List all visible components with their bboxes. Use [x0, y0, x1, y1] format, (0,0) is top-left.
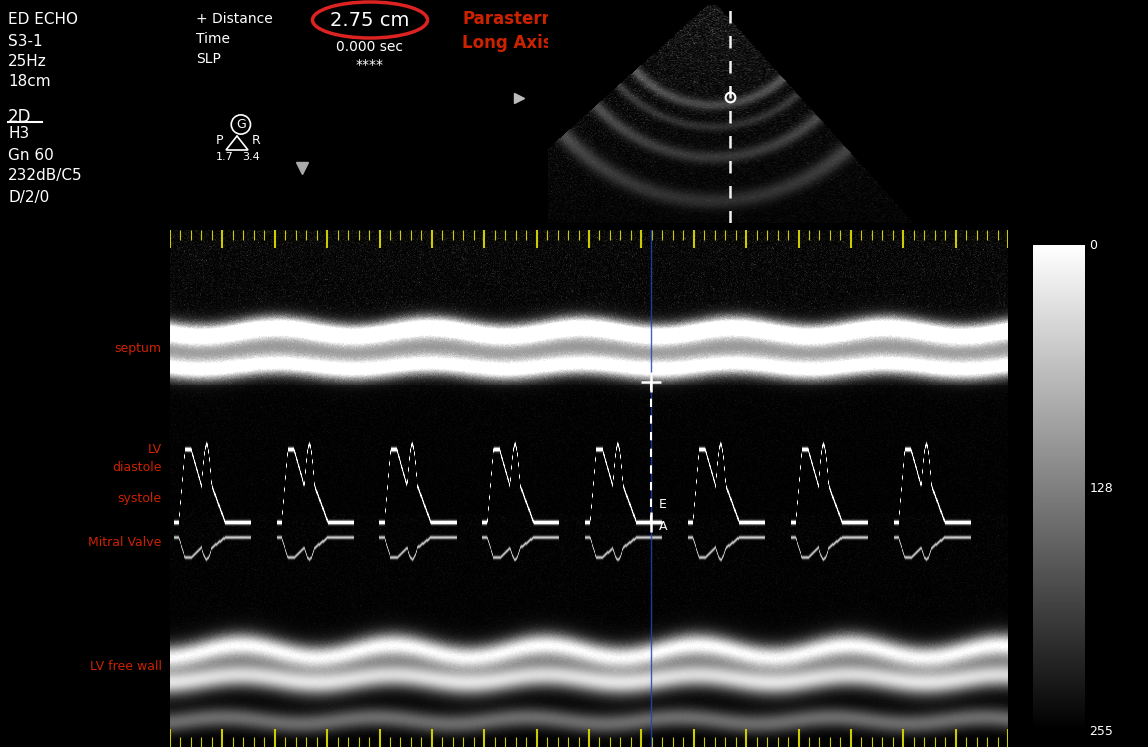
- Text: E: E: [659, 498, 667, 510]
- Text: Long Axis: Long Axis: [461, 34, 552, 52]
- Text: diastole: diastole: [113, 462, 162, 474]
- Text: Gn 60: Gn 60: [8, 148, 54, 163]
- Text: 25Hz: 25Hz: [8, 54, 47, 69]
- Text: 0.000 sec: 0.000 sec: [336, 40, 403, 54]
- Text: 18cm: 18cm: [8, 74, 51, 89]
- Text: 1.7: 1.7: [216, 152, 234, 162]
- Circle shape: [588, 9, 614, 35]
- Text: R: R: [253, 134, 261, 147]
- Text: Parasternal: Parasternal: [461, 10, 571, 28]
- Text: 255: 255: [1089, 725, 1114, 738]
- Text: + Distance: + Distance: [196, 12, 273, 26]
- Text: 128: 128: [1089, 482, 1112, 495]
- Text: LV: LV: [147, 443, 162, 456]
- Text: P: P: [596, 15, 606, 29]
- Text: D/2/0: D/2/0: [8, 190, 49, 205]
- Text: ED ECHO: ED ECHO: [8, 12, 78, 27]
- Text: ****: ****: [356, 58, 383, 72]
- Text: 2D: 2D: [8, 108, 31, 126]
- Text: septum: septum: [115, 342, 162, 356]
- Text: Mitral Valve: Mitral Valve: [88, 536, 162, 549]
- Text: S3-1: S3-1: [8, 34, 42, 49]
- Text: 3.4: 3.4: [242, 152, 259, 162]
- Text: 2.75 cm: 2.75 cm: [331, 10, 410, 29]
- Text: Time: Time: [196, 32, 230, 46]
- Text: G: G: [236, 118, 246, 131]
- Text: 232dB/C5: 232dB/C5: [8, 168, 83, 183]
- Text: P: P: [216, 134, 224, 147]
- Text: H3: H3: [8, 126, 29, 141]
- Text: LV free wall: LV free wall: [90, 660, 162, 673]
- Text: A: A: [659, 521, 667, 533]
- Text: anterior MV leaflet: anterior MV leaflet: [720, 12, 862, 27]
- Text: 0: 0: [1089, 239, 1097, 252]
- Text: SLP: SLP: [196, 52, 220, 66]
- Text: systole: systole: [117, 492, 162, 505]
